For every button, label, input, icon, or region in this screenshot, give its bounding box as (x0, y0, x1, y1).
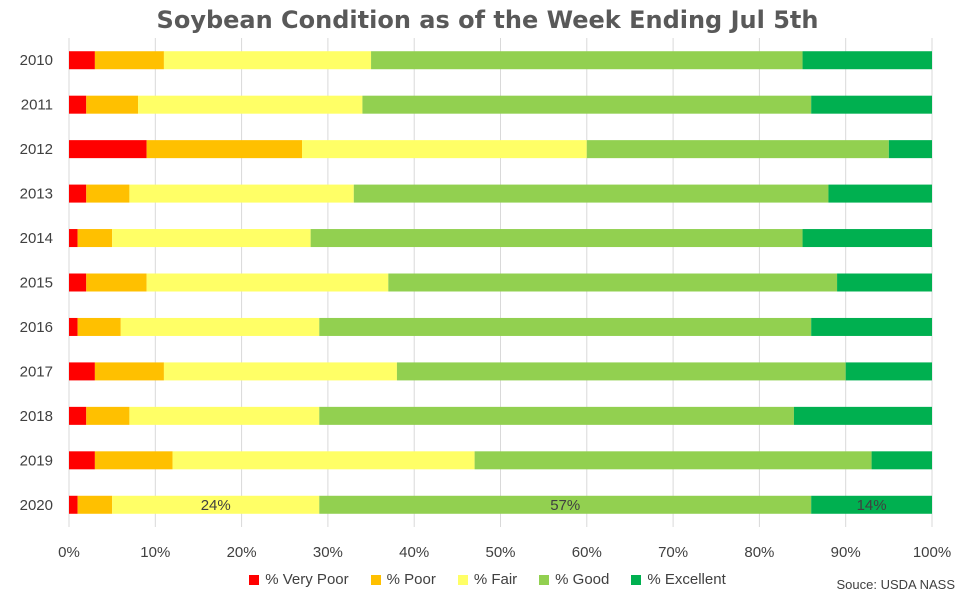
chart-legend: % Very Poor % Poor % Fair % Good % Excellent (0, 571, 975, 588)
y-tick-label: 2014 (20, 230, 53, 247)
bar-segment (69, 406, 87, 425)
bar-segment (811, 95, 932, 114)
bar-segment (362, 95, 812, 114)
bar-segment (353, 184, 829, 203)
bar-segment (319, 495, 812, 514)
bar-segment (77, 229, 113, 248)
bar-segment (69, 229, 78, 248)
bar-segment (138, 95, 363, 114)
bar-segment (77, 317, 121, 336)
bar-segment (811, 317, 932, 336)
data-label: 14% (857, 497, 887, 514)
y-tick-label: 2019 (20, 452, 53, 469)
bar-segment (845, 362, 932, 381)
bar-segment (69, 495, 78, 514)
bar-segment (86, 95, 139, 114)
y-tick-label: 2016 (20, 319, 53, 336)
bar-segment (310, 229, 803, 248)
bar-segment (69, 451, 95, 470)
x-tick-label: 60% (572, 544, 602, 561)
bar-segment (837, 273, 932, 292)
y-tick-label: 2017 (20, 363, 53, 380)
bar-segment (172, 451, 475, 470)
bar-segment (163, 51, 372, 70)
data-label: 57% (550, 497, 580, 514)
legend-item: % Excellent (631, 571, 726, 588)
bar-segment (388, 273, 838, 292)
bar-segment (69, 140, 147, 159)
bar-segment (793, 406, 932, 425)
chart-title: Soybean Condition as of the Week Ending … (156, 6, 819, 34)
bar-segment (86, 184, 130, 203)
bar-segment (69, 184, 87, 203)
y-tick-label: 2012 (20, 141, 53, 158)
source-note: Souce: USDA NASS (836, 577, 956, 592)
bar-segment (586, 140, 889, 159)
bar-segment (69, 95, 87, 114)
legend-swatch (249, 574, 260, 585)
bar-segment (69, 51, 95, 70)
bar-segment (112, 495, 320, 514)
legend-swatch (631, 574, 642, 585)
y-tick-label: 2010 (20, 52, 53, 69)
legend-swatch (539, 574, 550, 585)
legend-item: % Fair (457, 571, 518, 588)
legend-label: % Very Poor (265, 571, 349, 588)
bar-segment (371, 51, 803, 70)
bar-segment (802, 229, 932, 248)
bar-segment (69, 273, 87, 292)
x-tick-label: 30% (313, 544, 343, 561)
bar-segment (146, 140, 303, 159)
bar-segment (129, 184, 354, 203)
legend-item: % Very Poor (249, 571, 349, 588)
bar-segment (86, 406, 130, 425)
y-tick-label: 2018 (20, 408, 53, 425)
bar-segment (129, 406, 320, 425)
legend-label: % Excellent (647, 571, 726, 588)
bar-segment (888, 140, 932, 159)
bar-segment (120, 317, 320, 336)
legend-label: % Good (555, 571, 610, 588)
x-tick-label: 90% (831, 544, 861, 561)
x-tick-label: 10% (140, 544, 170, 561)
x-tick-label: 70% (658, 544, 688, 561)
x-tick-label: 100% (913, 544, 951, 561)
legend-label: % Fair (473, 571, 518, 588)
bar-segment (828, 184, 932, 203)
bar-segment (319, 406, 794, 425)
y-tick-label: 2015 (20, 275, 53, 292)
bar-segment (396, 362, 846, 381)
legend-item: % Good (539, 571, 609, 588)
bar-segment (86, 273, 147, 292)
bar-segment (69, 317, 78, 336)
x-tick-label: 40% (399, 544, 429, 561)
bar-segment (94, 362, 164, 381)
legend-swatch (370, 574, 381, 585)
bar-segment (871, 451, 932, 470)
bar-segment (163, 362, 397, 381)
y-tick-label: 2020 (20, 497, 53, 514)
legend-swatch (457, 574, 468, 585)
bar-segment (112, 229, 311, 248)
bar-segment (811, 495, 932, 514)
y-tick-label: 2011 (21, 97, 53, 114)
y-tick-label: 2013 (20, 186, 53, 203)
bar-segment (146, 273, 389, 292)
bar-segment (94, 51, 164, 70)
bar-segment (77, 495, 113, 514)
bar-segment (802, 51, 932, 70)
data-label: 24% (201, 497, 231, 514)
bar-segment (319, 317, 812, 336)
bar-segment (69, 362, 95, 381)
legend-label: % Poor (386, 571, 436, 588)
bar-segment (474, 451, 872, 470)
x-tick-label: 20% (227, 544, 257, 561)
x-tick-label: 80% (744, 544, 774, 561)
bar-segment (94, 451, 173, 470)
x-tick-label: 50% (485, 544, 515, 561)
legend-item: % Poor (370, 571, 436, 588)
bar-segment (302, 140, 587, 159)
x-tick-label: 0% (58, 544, 80, 561)
